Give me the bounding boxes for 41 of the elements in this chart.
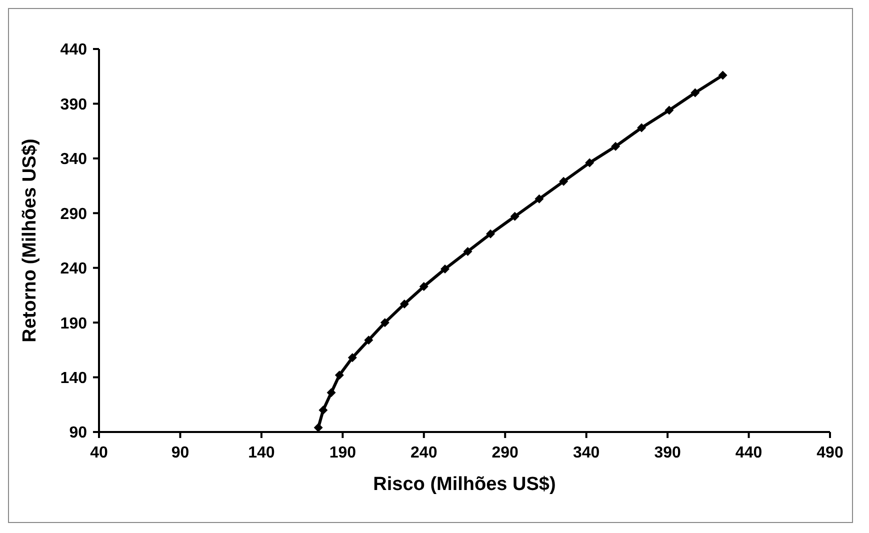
y-tick-label: 240 [60, 260, 88, 278]
x-tick-label: 290 [492, 444, 519, 462]
point [690, 88, 700, 98]
y-tick-label: 340 [60, 151, 88, 168]
point [718, 70, 728, 80]
y-tick-label: 440 [60, 42, 88, 59]
x-tick-label: 40 [90, 444, 108, 462]
point [348, 353, 357, 362]
y-axis-title: Retorno (Milhões US$) [20, 138, 41, 342]
point [419, 282, 428, 291]
x-tick-label: 490 [816, 444, 844, 462]
y-tick-label: 390 [60, 96, 88, 114]
point [585, 158, 594, 168]
point [559, 176, 568, 186]
y-tick-label: 190 [60, 315, 88, 332]
point [400, 299, 409, 308]
y-tick-label: 90 [69, 424, 88, 442]
x-tick-label: 240 [410, 444, 438, 462]
point [486, 229, 495, 238]
point [380, 318, 390, 328]
point [364, 336, 374, 345]
point [334, 370, 344, 380]
point [534, 194, 544, 204]
point [440, 264, 450, 274]
point [318, 406, 328, 415]
point [664, 106, 674, 115]
x-tick-label: 190 [329, 444, 356, 462]
point [463, 246, 472, 256]
point [510, 212, 520, 221]
x-tick-label: 340 [572, 444, 600, 462]
x-tick-label: 390 [654, 444, 681, 462]
x-tick-label: 90 [171, 444, 190, 462]
point [326, 388, 336, 398]
x-tick-label: 440 [735, 444, 762, 462]
point [611, 142, 620, 151]
x-tick-label: 140 [248, 444, 275, 462]
y-tick-label: 290 [60, 206, 88, 223]
point [637, 123, 646, 132]
x-axis-title: Risco (Milhões US$) [373, 474, 556, 495]
y-tick-label: 140 [60, 370, 88, 387]
point [314, 423, 323, 432]
